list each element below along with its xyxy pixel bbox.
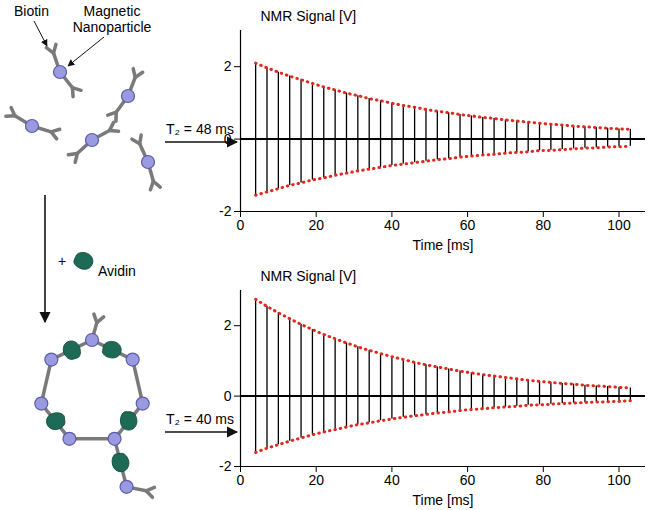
svg-text:80: 80 — [536, 472, 552, 488]
svg-text:0: 0 — [237, 472, 245, 488]
svg-text:0: 0 — [224, 131, 232, 147]
svg-text:20: 20 — [308, 472, 324, 488]
svg-text:0: 0 — [224, 388, 232, 404]
svg-text:60: 60 — [460, 472, 476, 488]
svg-text:-2: -2 — [219, 458, 232, 474]
svg-text:-2: -2 — [219, 203, 232, 219]
svg-text:0: 0 — [237, 217, 245, 233]
svg-text:+: + — [58, 253, 66, 269]
svg-text:100: 100 — [607, 217, 631, 233]
svg-text:100: 100 — [607, 472, 631, 488]
svg-text:Nanoparticle: Nanoparticle — [73, 19, 152, 35]
svg-text:2: 2 — [224, 58, 232, 74]
svg-text:Magnetic: Magnetic — [84, 3, 141, 19]
svg-text:NMR Signal [V]: NMR Signal [V] — [261, 268, 357, 284]
svg-text:2: 2 — [224, 317, 232, 333]
svg-text:80: 80 — [536, 217, 552, 233]
svg-text:60: 60 — [460, 217, 476, 233]
svg-text:T₂ = 40 ms: T₂ = 40 ms — [166, 411, 234, 427]
svg-text:Time [ms]: Time [ms] — [413, 237, 474, 253]
svg-text:40: 40 — [384, 217, 400, 233]
svg-text:40: 40 — [384, 472, 400, 488]
svg-text:NMR Signal [V]: NMR Signal [V] — [261, 8, 357, 24]
svg-text:Time [ms]: Time [ms] — [413, 492, 474, 508]
svg-text:T₂ = 48 ms: T₂ = 48 ms — [166, 121, 234, 137]
svg-text:Avidin: Avidin — [98, 263, 136, 279]
svg-text:Biotin: Biotin — [14, 3, 49, 19]
svg-text:20: 20 — [308, 217, 324, 233]
